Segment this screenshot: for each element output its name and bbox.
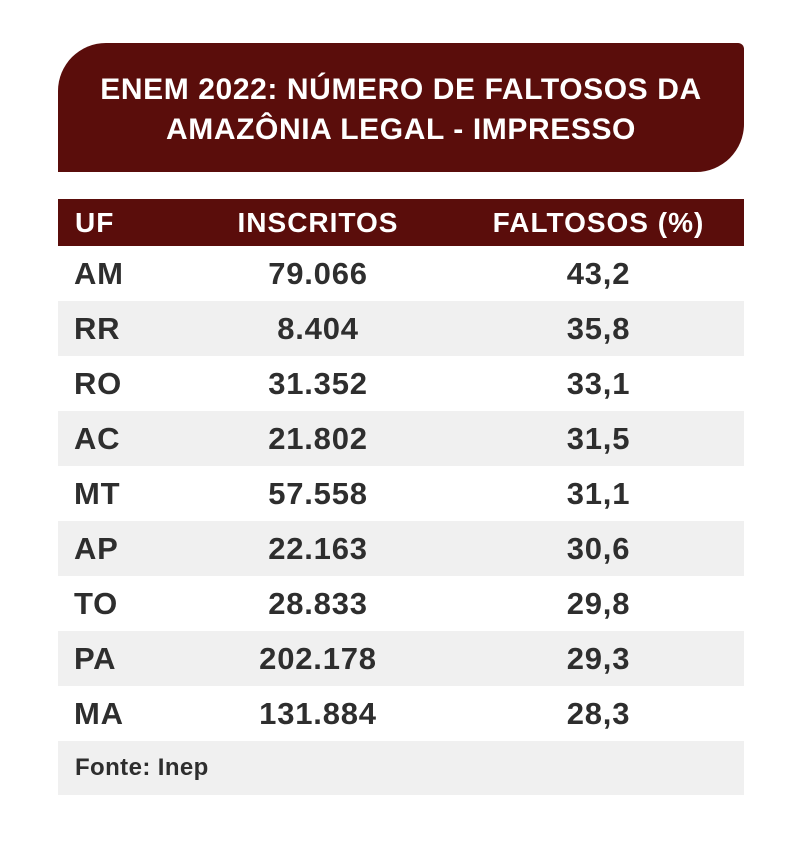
faltosos-table: UF INSCRITOS FALTOSOS (%) AM 79.066 43,2… (58, 199, 744, 795)
cell-uf: TO (74, 585, 119, 621)
cell-faltosos: 29,3 (566, 640, 631, 676)
cell-faltosos: 31,5 (566, 420, 631, 456)
cell-faltosos: 33,1 (566, 365, 631, 401)
cell-uf: RR (74, 310, 121, 346)
title-line-1: ENEM 2022: NÚMERO DE FALTOSOS DA (100, 72, 702, 106)
column-header-uf: UF (58, 199, 183, 246)
cell-inscritos: 28.833 (268, 585, 368, 621)
cell-uf: RO (74, 365, 123, 401)
column-header-inscritos: INSCRITOS (183, 199, 453, 246)
cell-faltosos: 43,2 (566, 255, 631, 291)
table-row: RO 31.352 33,1 (58, 356, 744, 411)
table-row: PA 202.178 29,3 (58, 631, 744, 686)
table-row: AC 21.802 31,5 (58, 411, 744, 466)
cell-inscritos: 31.352 (268, 365, 368, 401)
cell-faltosos: 30,6 (566, 530, 631, 566)
cell-uf: MT (74, 475, 121, 511)
cell-uf: AC (74, 420, 121, 456)
table-header: UF INSCRITOS FALTOSOS (%) (58, 199, 744, 246)
table-row: MA 131.884 28,3 (58, 686, 744, 741)
cell-faltosos: 29,8 (566, 585, 631, 621)
cell-inscritos: 202.178 (259, 640, 377, 676)
title-line-2: AMAZÔNIA LEGAL - IMPRESSO (165, 112, 636, 146)
table-row: AP 22.163 30,6 (58, 521, 744, 576)
cell-faltosos: 28,3 (566, 695, 631, 731)
table-row: AM 79.066 43,2 (58, 246, 744, 301)
cell-faltosos: 31,1 (566, 475, 631, 511)
header-row: UF INSCRITOS FALTOSOS (%) (58, 199, 744, 246)
table-row: MT 57.558 31,1 (58, 466, 744, 521)
table-row: TO 28.833 29,8 (58, 576, 744, 631)
source-label: Fonte: Inep (58, 741, 744, 795)
cell-inscritos: 79.066 (268, 255, 368, 291)
cell-inscritos: 131.884 (259, 695, 377, 731)
cell-uf: AM (74, 255, 124, 291)
cell-uf: AP (74, 530, 119, 566)
column-header-faltosos: FALTOSOS (%) (453, 199, 744, 246)
cell-uf: MA (74, 695, 124, 731)
title-banner: ENEM 2022: NÚMERO DE FALTOSOS DA AMAZÔNI… (58, 43, 744, 172)
cell-faltosos: 35,8 (566, 310, 631, 346)
cell-inscritos: 57.558 (268, 475, 368, 511)
cell-inscritos: 22.163 (268, 530, 368, 566)
cell-inscritos: 8.404 (277, 310, 359, 346)
cell-uf: PA (74, 640, 117, 676)
source-row: Fonte: Inep (58, 741, 744, 795)
cell-inscritos: 21.802 (268, 420, 368, 456)
table-row: RR 8.404 35,8 (58, 301, 744, 356)
